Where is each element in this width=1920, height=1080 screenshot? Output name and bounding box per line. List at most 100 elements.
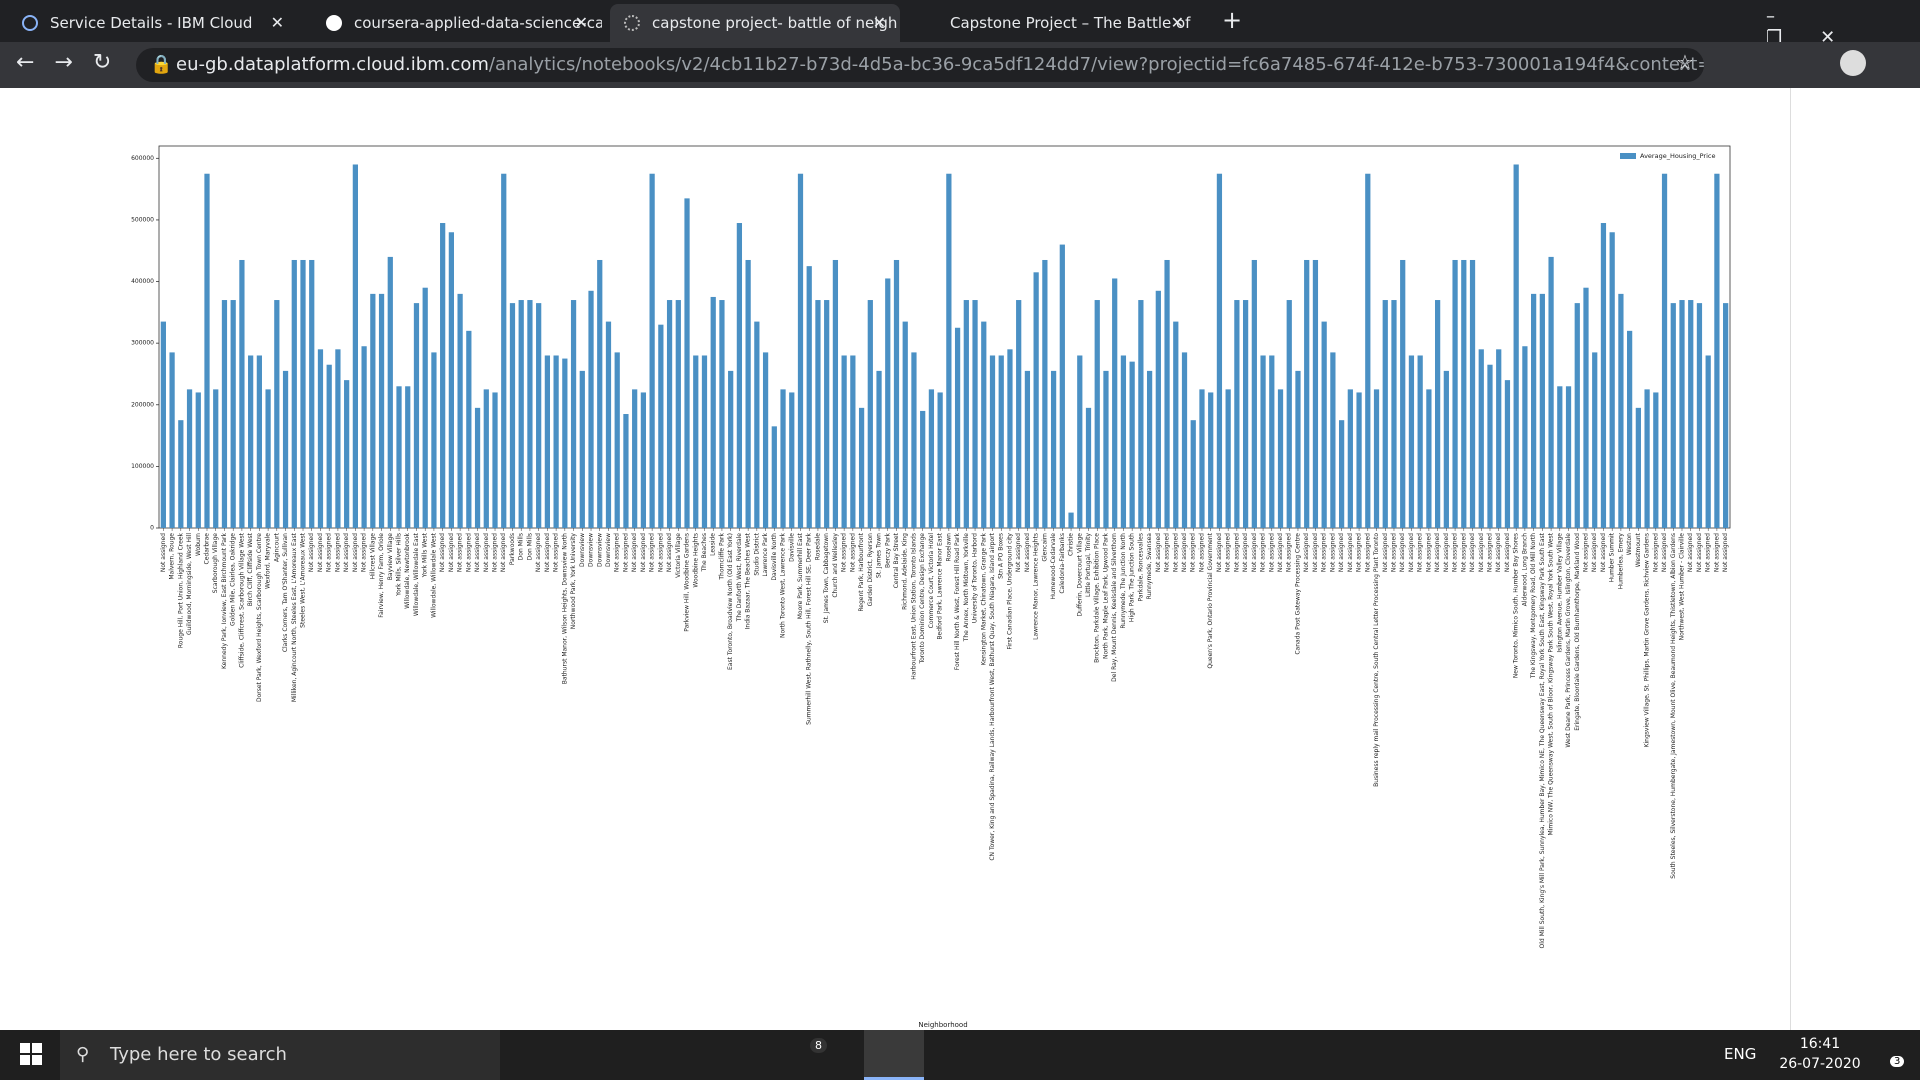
- x-tick-label: Not assigned: [1364, 533, 1371, 572]
- bar: [1635, 407, 1641, 528]
- x-tick-label: Golden Mile, Clairlea, Oakridge: [230, 533, 237, 626]
- bar: [1173, 321, 1179, 528]
- x-tick-label: Not assigned: [1443, 533, 1450, 572]
- bar: [282, 370, 289, 528]
- x-tick-label: Humberlea, Emery: [1617, 533, 1624, 590]
- bar: [1723, 303, 1729, 528]
- bar: [1487, 364, 1493, 528]
- x-tick-label: Steeles West, L'Amoreaux West: [300, 532, 307, 627]
- bar: [1565, 386, 1572, 528]
- x-tick-label: The Danforth West, Riverdale: [736, 533, 743, 623]
- search-box[interactable]: ⚲ Type here to search: [60, 1030, 500, 1080]
- bar: [186, 389, 193, 528]
- bar: [501, 173, 507, 528]
- chrome-taskbar-icon[interactable]: [864, 1030, 924, 1080]
- bar: [440, 223, 446, 529]
- x-tick-label: New Toronto, Mimico South, Humber Bay Sh…: [1513, 533, 1520, 678]
- bar: [832, 259, 839, 528]
- x-tick-label: Not assigned: [1356, 533, 1363, 572]
- tab[interactable]: capstone project- battle of neigh ✕: [610, 4, 900, 42]
- x-tick-label: Woburn: [195, 533, 202, 556]
- bar: [1600, 223, 1607, 529]
- bar: [431, 352, 437, 528]
- x-tick-label: Bathurst Manor, Wilson Heights, Downsvie…: [561, 533, 568, 684]
- bar: [1469, 259, 1476, 528]
- profile[interactable]: [1840, 50, 1866, 76]
- bar: [239, 259, 245, 528]
- x-tick-label: Dorset Park, Wexford Heights, Scarboroug…: [256, 533, 263, 702]
- bar: [588, 290, 594, 528]
- x-tick-label: Not assigned: [343, 533, 350, 572]
- bar: [1085, 407, 1092, 528]
- bar: [160, 321, 166, 528]
- bookmark-star[interactable]: ☆: [1676, 50, 1694, 74]
- x-tick-label: Not assigned: [622, 533, 629, 572]
- x-tick-label: High Park, The Junction South: [1129, 533, 1136, 622]
- bar: [728, 370, 734, 528]
- bar: [1304, 259, 1310, 528]
- x-tick-label: Northwood Park, York University: [570, 533, 577, 630]
- x-tick-label: Dufferin, Dovercourt Village: [1076, 533, 1083, 617]
- x-tick-label: Not assigned: [1486, 533, 1493, 572]
- bar: [1478, 349, 1484, 528]
- x-tick-label: Commerce Court, Victoria Hotel: [928, 533, 935, 629]
- bar: [1417, 355, 1423, 528]
- bar: [335, 349, 341, 528]
- bar: [937, 392, 943, 528]
- bar: [300, 259, 306, 528]
- bar: [998, 355, 1004, 528]
- tab[interactable]: Capstone Project – The Battle of ✕: [950, 13, 1191, 32]
- x-tick-label: Glencairn: [1041, 533, 1048, 562]
- x-tick-label: Weston: [1626, 533, 1633, 555]
- bar: [1609, 232, 1615, 529]
- start-button[interactable]: [20, 1043, 42, 1065]
- tab-title: coursera-applied-data-science-ca: [354, 14, 602, 32]
- bar: [492, 392, 498, 528]
- x-tick-label: Davisville North: [771, 533, 778, 581]
- bar: [1260, 355, 1266, 528]
- bar: [1496, 349, 1502, 528]
- legend-swatch: [1620, 153, 1636, 159]
- x-tick-label: Not assigned: [1452, 533, 1459, 572]
- x-tick-label: Willowdale, Newtonbrook: [404, 532, 411, 608]
- bar: [248, 355, 254, 528]
- bar: [1653, 392, 1659, 528]
- bar: [1129, 361, 1135, 528]
- x-tick-label: Not assigned: [1661, 533, 1668, 572]
- x-tick-label: West Deane Park, Princess Gardens, Marti…: [1565, 533, 1572, 748]
- x-tick-label: Summerhill West, Rathnelly, South Hill, …: [806, 532, 813, 724]
- x-tick-label: Downsview: [605, 533, 612, 567]
- x-tick-label: Not assigned: [1190, 533, 1197, 572]
- bar: [1504, 380, 1511, 528]
- x-tick-label: Not assigned: [1495, 533, 1502, 572]
- bar: [1103, 370, 1109, 528]
- plot-area: [158, 145, 1731, 529]
- bar: [221, 300, 228, 528]
- x-tick-label: Not assigned: [1260, 533, 1267, 572]
- x-tick-label: Not assigned: [483, 533, 490, 572]
- tab[interactable]: coursera-applied-data-science-ca ✕: [312, 4, 602, 42]
- x-tick-label: South Steeles, Silverstone, Humbergate, …: [1670, 533, 1677, 879]
- nav-buttons[interactable]: ←→↻: [16, 50, 132, 75]
- x-tick-label: Hillcrest Village: [369, 533, 376, 580]
- bar: [553, 355, 559, 528]
- x-tick-label: Not assigned: [1015, 533, 1022, 572]
- bar: [309, 259, 315, 528]
- bar: [422, 287, 428, 528]
- new-tab[interactable]: +: [1222, 6, 1243, 34]
- bar: [1190, 420, 1196, 528]
- bar: [1068, 512, 1074, 528]
- x-tick-label: Davisville: [788, 533, 795, 562]
- bar: [274, 300, 280, 528]
- bar: [370, 293, 376, 528]
- tab[interactable]: Service Details - IBM Cloud ✕: [8, 4, 298, 42]
- x-tick-label: Kingsview Village, St. Phillips, Martin …: [1644, 533, 1651, 747]
- x-tick-label: North Toronto West, Lawrence Park: [780, 532, 787, 637]
- x-tick-label: Not assigned: [1713, 533, 1720, 572]
- address-bar[interactable]: 🔒 eu-gb.dataplatform.cloud.ibm.com/analyt…: [136, 48, 1704, 82]
- x-tick-label: Woodbine Heights: [692, 533, 699, 588]
- bar: [1338, 420, 1345, 528]
- x-tick-label: Kennedy Park, Ionview, East Birchmount P…: [221, 532, 228, 668]
- x-tick-label: Studio District: [753, 532, 760, 575]
